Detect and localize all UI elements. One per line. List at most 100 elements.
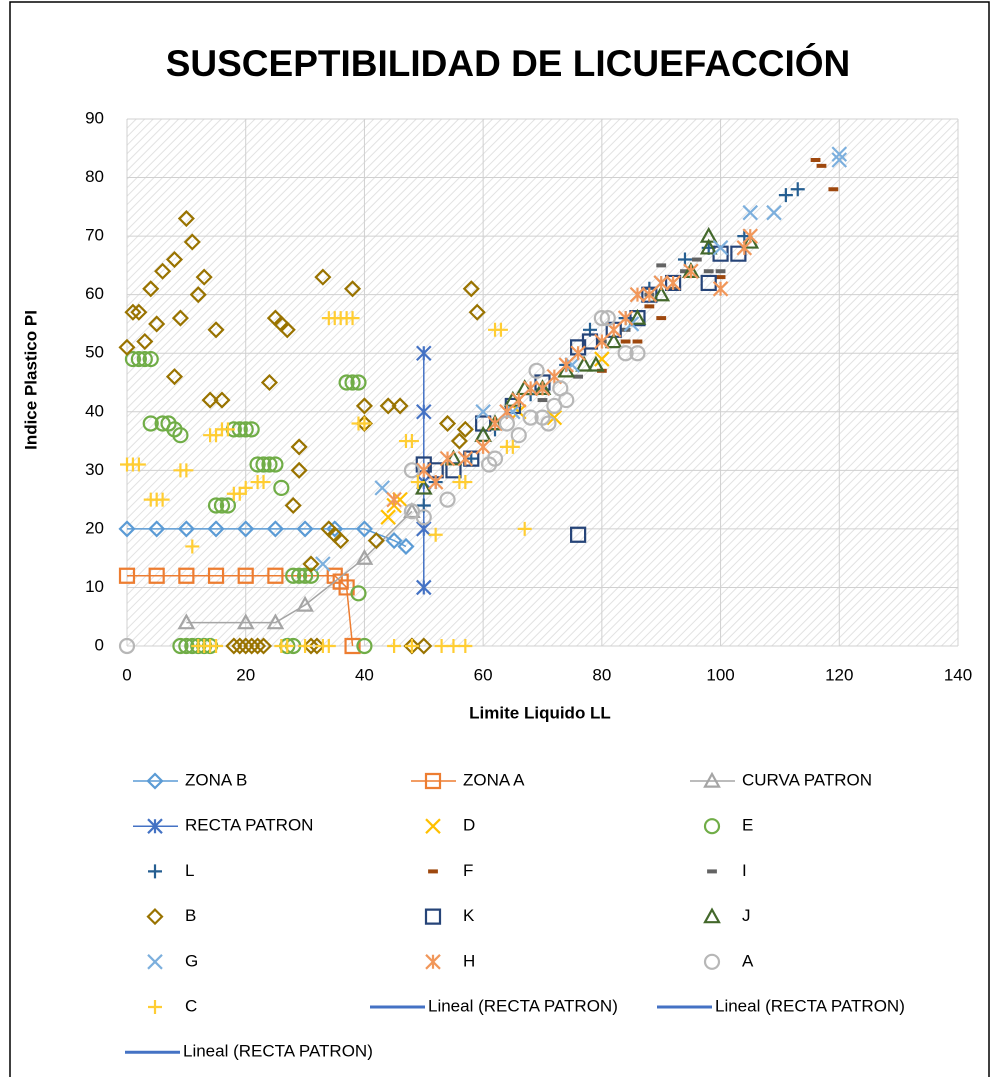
point <box>332 532 350 550</box>
point <box>355 548 374 565</box>
y-tick-label: 50 <box>85 343 104 362</box>
point <box>468 303 486 321</box>
point <box>617 310 634 326</box>
point <box>130 350 147 368</box>
point <box>231 637 249 655</box>
point <box>683 263 699 280</box>
point <box>142 280 160 298</box>
point <box>296 595 314 612</box>
point <box>653 275 669 291</box>
point <box>587 355 605 372</box>
point <box>434 639 449 653</box>
point <box>628 308 647 325</box>
point <box>344 280 362 298</box>
legend-label: L <box>185 861 194 880</box>
point <box>730 245 747 262</box>
point <box>415 509 432 526</box>
point <box>172 427 189 444</box>
point <box>273 479 290 496</box>
y-tick-label: 0 <box>95 635 104 654</box>
point <box>379 397 397 415</box>
point <box>237 520 255 538</box>
legend-marker <box>147 818 163 834</box>
series-line <box>127 574 354 647</box>
x-tick-label: 20 <box>236 665 255 684</box>
x-tick-label: 140 <box>944 665 972 684</box>
point <box>397 537 415 556</box>
legend-label: J <box>742 906 751 925</box>
x-tick-label: 40 <box>355 665 374 684</box>
point <box>237 637 255 655</box>
legend-marker <box>703 953 721 970</box>
point <box>195 268 213 286</box>
legend-marker <box>148 864 162 879</box>
point <box>345 311 360 326</box>
point <box>414 478 433 495</box>
point <box>593 310 610 327</box>
point <box>575 355 593 372</box>
point <box>766 204 782 221</box>
point <box>439 491 456 508</box>
point <box>522 380 539 397</box>
point <box>517 521 532 536</box>
point <box>367 532 385 550</box>
point <box>493 322 508 337</box>
point <box>355 520 373 538</box>
point <box>213 497 231 514</box>
point <box>594 333 610 350</box>
point <box>386 491 402 508</box>
point <box>207 567 225 584</box>
point <box>458 639 473 653</box>
point <box>712 240 729 256</box>
point <box>290 461 308 479</box>
point <box>534 380 551 397</box>
legend-marker <box>146 772 164 790</box>
legend-label: F <box>463 861 473 880</box>
point <box>344 637 361 655</box>
point <box>207 497 225 514</box>
point <box>581 333 599 350</box>
point <box>243 421 260 438</box>
point <box>831 152 848 168</box>
point <box>742 204 759 221</box>
point <box>416 462 432 479</box>
point <box>183 233 201 251</box>
legend-label: C <box>185 996 197 1015</box>
point <box>498 415 515 432</box>
point <box>510 392 527 408</box>
point <box>594 351 610 367</box>
point <box>177 613 196 630</box>
point <box>391 397 409 415</box>
point <box>177 520 195 538</box>
point <box>148 315 166 333</box>
point <box>742 228 759 244</box>
point <box>357 416 372 431</box>
point <box>179 463 194 478</box>
point <box>130 303 148 321</box>
legend-label: H <box>463 951 475 970</box>
legend-label: RECTA PATRON <box>185 816 313 835</box>
point <box>344 374 361 391</box>
point <box>142 415 159 432</box>
point <box>392 491 408 508</box>
point <box>664 274 682 292</box>
point <box>254 637 273 655</box>
point <box>380 509 396 525</box>
point <box>338 579 355 596</box>
point <box>350 374 367 391</box>
point <box>604 332 623 349</box>
point <box>209 639 224 653</box>
x-tick-label: 100 <box>706 665 734 684</box>
point <box>280 639 295 653</box>
point <box>557 361 576 378</box>
point <box>284 496 302 515</box>
y-tick-label: 90 <box>85 108 104 127</box>
point <box>165 250 184 269</box>
point <box>410 475 425 490</box>
point <box>558 357 575 373</box>
point <box>249 456 266 473</box>
point <box>404 639 419 653</box>
point <box>428 527 443 542</box>
point <box>165 368 184 386</box>
point <box>475 439 491 455</box>
